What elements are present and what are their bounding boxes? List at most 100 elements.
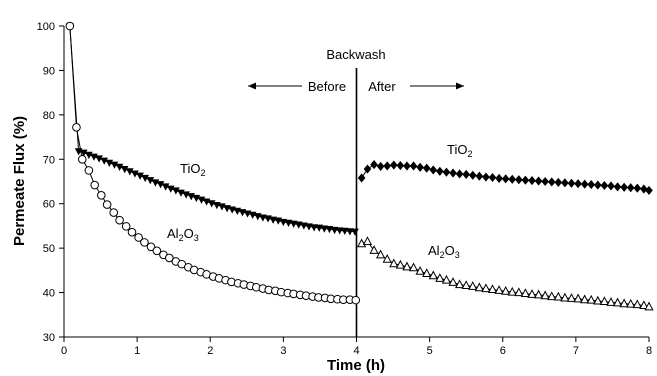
data-point	[146, 242, 156, 252]
tio2-after-label: TiO2	[447, 142, 472, 159]
data-point	[587, 180, 596, 190]
data-point	[566, 293, 577, 302]
data-point	[600, 180, 609, 191]
data-point	[370, 160, 378, 170]
x-tick-label: 6	[500, 345, 506, 357]
data-point	[362, 236, 373, 246]
data-point	[475, 171, 484, 181]
data-point	[141, 174, 149, 183]
series-2	[357, 160, 653, 195]
series-line	[361, 240, 650, 308]
data-point	[156, 181, 165, 189]
data-point	[351, 228, 359, 236]
y-axis-title: Permeate Flux (%)	[11, 116, 28, 246]
data-point	[152, 246, 162, 256]
x-tick-label: 1	[134, 345, 140, 357]
data-point	[409, 161, 418, 171]
data-point	[441, 274, 452, 284]
data-point	[115, 163, 124, 172]
data-point	[501, 174, 510, 184]
data-point	[620, 182, 628, 192]
data-point	[161, 183, 170, 191]
data-point	[540, 290, 550, 300]
data-point	[416, 162, 424, 172]
y-tick-label: 70	[43, 154, 55, 166]
x-axis-title: Time (h)	[327, 357, 385, 374]
data-point	[599, 296, 610, 305]
x-tick-label: 2	[207, 345, 213, 357]
data-point	[593, 295, 603, 305]
data-point	[79, 149, 88, 157]
data-point	[436, 166, 444, 176]
tio2-before-label: TiO2	[180, 161, 205, 178]
data-point	[72, 122, 81, 132]
data-point	[461, 280, 471, 290]
x-tick-label: 8	[646, 345, 652, 357]
data-point	[110, 161, 119, 169]
data-point	[507, 286, 517, 296]
data-point	[528, 176, 536, 186]
data-point	[520, 288, 531, 297]
data-point	[508, 174, 517, 184]
data-point	[65, 21, 75, 31]
data-point	[488, 172, 497, 183]
data-point	[468, 281, 478, 290]
data-point	[448, 277, 458, 286]
data-point	[376, 249, 386, 259]
marks	[65, 21, 654, 311]
data-point	[606, 297, 616, 306]
data-point	[612, 297, 623, 307]
data-point	[633, 183, 642, 193]
data-point	[120, 166, 129, 174]
data-point	[351, 295, 361, 305]
data-point	[454, 279, 465, 289]
data-point	[100, 157, 109, 165]
data-point	[613, 182, 622, 192]
data-point	[376, 161, 385, 171]
data-point	[501, 285, 511, 295]
data-point	[121, 222, 131, 231]
before-label: Before	[308, 79, 346, 94]
data-point	[165, 253, 174, 263]
y-tick-label: 60	[43, 199, 55, 211]
data-point	[126, 168, 134, 176]
data-point	[357, 173, 366, 183]
data-point	[389, 160, 398, 170]
data-point	[408, 262, 419, 272]
data-point	[449, 168, 457, 178]
data-point	[422, 163, 431, 173]
data-point	[553, 291, 563, 301]
data-point	[389, 258, 399, 268]
data-point	[514, 287, 524, 297]
data-point	[146, 177, 155, 185]
data-point	[560, 292, 570, 302]
data-point	[396, 160, 405, 171]
x-tick-label: 3	[280, 345, 286, 357]
data-point	[580, 179, 589, 189]
data-point	[402, 261, 412, 271]
data-point	[561, 178, 569, 188]
data-point	[335, 227, 344, 235]
data-point	[580, 294, 590, 304]
data-point	[574, 179, 582, 189]
data-point	[626, 183, 635, 193]
data-point	[527, 289, 537, 298]
data-point	[435, 273, 445, 282]
data-point	[383, 161, 392, 171]
series-3	[356, 236, 654, 311]
data-point	[382, 253, 392, 263]
annotations: Time (h) Permeate Flux (%) Backwash Befo…	[11, 47, 472, 374]
data-point	[131, 170, 139, 178]
data-point	[481, 283, 491, 293]
data-point	[474, 282, 484, 292]
x-tick-label: 5	[427, 345, 433, 357]
data-point	[134, 233, 143, 242]
data-point	[428, 270, 438, 280]
data-point	[487, 284, 498, 294]
data-point	[429, 165, 438, 175]
data-point	[541, 176, 549, 187]
x-tick-label: 0	[61, 345, 67, 357]
data-point	[442, 167, 451, 177]
data-point	[640, 184, 648, 194]
data-point	[632, 299, 642, 309]
